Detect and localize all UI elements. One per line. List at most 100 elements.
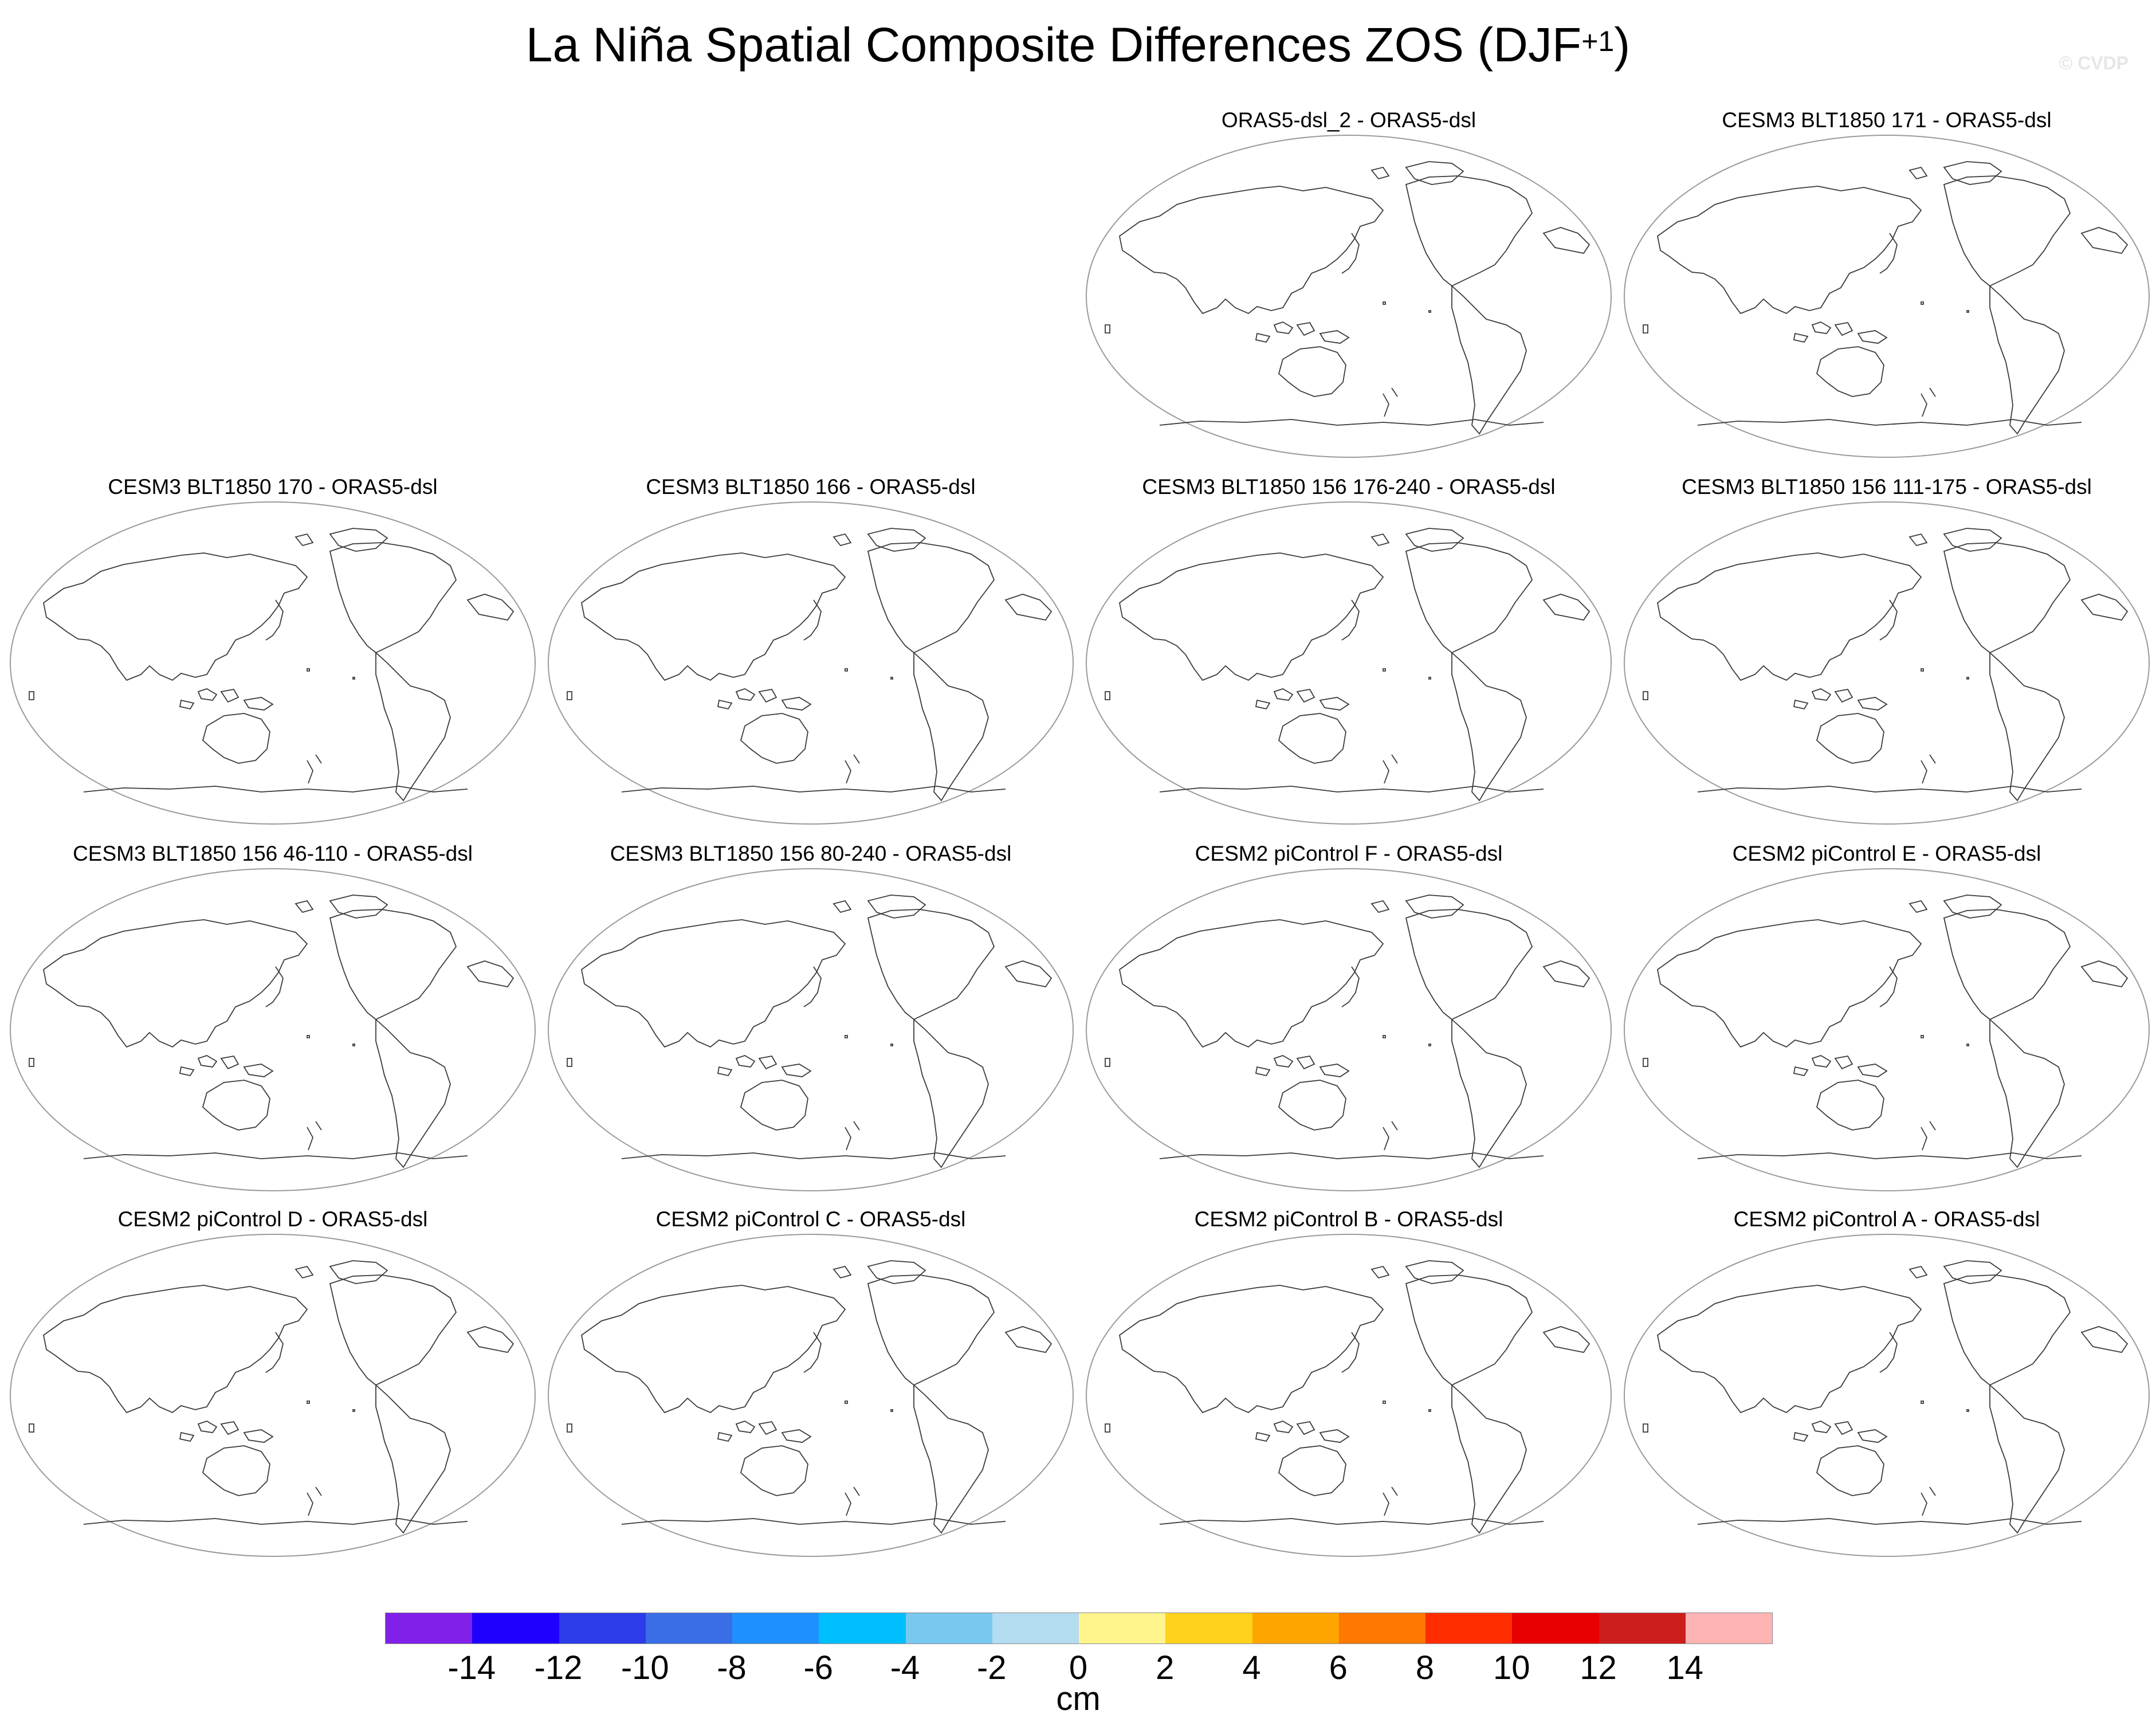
coastline-path — [1383, 387, 1398, 417]
coastline-path — [243, 697, 274, 711]
colorbar-swatch — [386, 1613, 473, 1643]
coastlines — [1643, 528, 2128, 802]
coastline-path — [717, 699, 733, 710]
cvdp-watermark: © CVDP — [2059, 53, 2128, 73]
coastline-path — [197, 1421, 218, 1433]
coastline-path — [202, 1445, 270, 1496]
coastline-path — [1879, 599, 1898, 641]
coastlines — [567, 895, 1053, 1168]
colorbar-tick-label: -8 — [717, 1649, 747, 1686]
coastline-path — [179, 1066, 195, 1077]
coastline-path — [1119, 1285, 1384, 1414]
coastlines — [29, 1260, 515, 1534]
map-boundary — [10, 501, 536, 825]
coastline-path — [179, 699, 195, 710]
coastline-path — [1921, 1486, 1936, 1516]
coastlines — [1643, 895, 2128, 1168]
coastline-path — [375, 1018, 451, 1168]
coastline-path — [352, 677, 355, 680]
coastline-path — [1697, 1518, 2082, 1525]
world-map — [10, 501, 536, 825]
map-boundary — [1086, 868, 1612, 1191]
coastline-path — [1793, 1431, 1809, 1442]
coastline-path — [1857, 1429, 1888, 1443]
coastline-path — [307, 668, 310, 672]
coastline-path — [329, 909, 457, 1021]
coastline-path — [1966, 677, 1969, 680]
colorbar-tick-label: 8 — [1415, 1649, 1435, 1686]
coastline-path — [1879, 966, 1898, 1007]
coastline-path — [329, 895, 388, 919]
colorbar-tick-label: 10 — [1493, 1649, 1530, 1686]
panel-title: CESM2 piControl F - ORAS5-dsl — [1195, 842, 1503, 865]
coastline-path — [307, 1401, 310, 1404]
coastline-path — [1697, 419, 2082, 426]
colorbar-tick-label: -6 — [803, 1649, 834, 1686]
coastline-path — [1943, 1260, 2002, 1284]
map-panel: ORAS5-dsl_2 - ORAS5-dsl — [1084, 108, 1613, 474]
coastline-path — [220, 1056, 239, 1070]
colorbar-tick-label: -14 — [447, 1649, 496, 1686]
coastline-path — [1341, 1332, 1360, 1373]
coastline-path — [581, 1285, 846, 1414]
coastline-path — [307, 1121, 322, 1151]
coastline-path — [621, 1152, 1006, 1159]
coastline-path — [2080, 1326, 2128, 1354]
coastline-path — [294, 900, 314, 913]
coastline-path — [1943, 528, 2002, 552]
coastline-path — [1383, 668, 1386, 672]
coastline-path — [867, 528, 926, 552]
colorbar-swatch — [1079, 1613, 1166, 1643]
coastline-path — [1879, 1332, 1898, 1373]
map-boundary — [1624, 1234, 2150, 1557]
coastline-path — [1370, 1265, 1390, 1279]
coastline-path — [43, 552, 308, 681]
coastline-path — [1405, 175, 1533, 287]
coastline-path — [1811, 1055, 1832, 1068]
map-panel: CESM3 BLT1850 156 46-110 - ORAS5-dsl — [8, 841, 537, 1208]
coastline-path — [1542, 960, 1591, 988]
coastline-path — [1273, 1055, 1294, 1068]
world-map — [10, 868, 536, 1191]
coastline-path — [1255, 332, 1271, 343]
coastline-path — [1989, 651, 2065, 802]
coastline-path — [294, 533, 314, 547]
panel-title: CESM2 piControl C - ORAS5-dsl — [655, 1207, 966, 1231]
coastline-path — [1319, 697, 1350, 711]
colorbar-tick-label: 12 — [1580, 1649, 1617, 1686]
coastline-path — [1159, 786, 1544, 793]
coastline-path — [1405, 161, 1464, 185]
coastline-path — [740, 1080, 808, 1131]
coastline-path — [1105, 324, 1110, 334]
coastline-path — [845, 1486, 860, 1516]
map-boundary — [1624, 868, 2150, 1191]
colorbar-swatch — [1252, 1613, 1339, 1643]
colorbar-swatch — [1165, 1613, 1252, 1643]
coastline-path — [1857, 330, 1888, 344]
coastline-path — [1004, 960, 1053, 988]
coastlines — [29, 528, 515, 802]
coastline-path — [1657, 1285, 1922, 1414]
coastline-path — [1319, 1064, 1350, 1077]
coastline-path — [1273, 321, 1294, 334]
coastline-path — [1921, 387, 1936, 417]
coastline-path — [29, 1423, 34, 1433]
coastline-path — [867, 1260, 926, 1284]
coastline-path — [1383, 754, 1398, 784]
map-panel: CESM3 BLT1850 171 - ORAS5-dsl — [1622, 108, 2151, 474]
coastline-path — [1908, 166, 1928, 180]
coastline-path — [1943, 175, 2071, 287]
coastline-path — [781, 697, 812, 711]
coastline-path — [1657, 186, 1922, 315]
world-map — [10, 1234, 536, 1557]
coastline-path — [202, 713, 270, 764]
coastline-path — [1405, 1260, 1464, 1284]
coastline-path — [1451, 1018, 1527, 1168]
panel-title: CESM3 BLT1850 166 - ORAS5-dsl — [646, 475, 976, 499]
map-panel: CESM2 piControl F - ORAS5-dsl — [1084, 841, 1613, 1208]
coastline-path — [1816, 1445, 1884, 1496]
coastline-path — [1921, 1121, 1936, 1151]
coastline-path — [1697, 1152, 2082, 1159]
map-panel: CESM3 BLT1850 156 80-240 - ORAS5-dsl — [546, 841, 1075, 1208]
coastline-path — [329, 528, 388, 552]
